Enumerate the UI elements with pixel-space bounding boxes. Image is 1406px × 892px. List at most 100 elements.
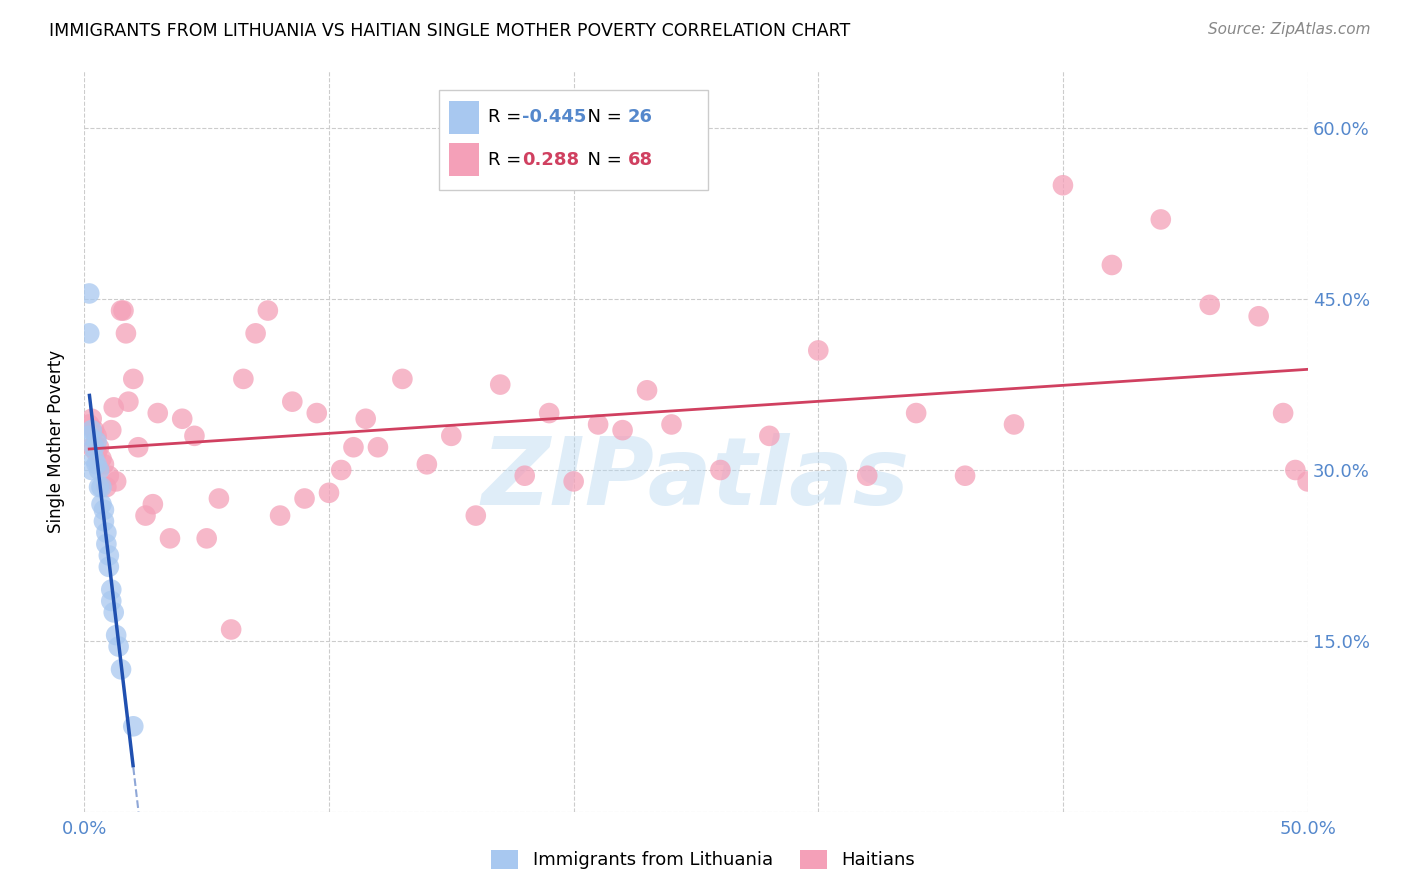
Text: 68: 68 [627,152,652,169]
Point [1101,258,1123,272]
Point [1052,178,1074,193]
Point [105,475,128,489]
Point [232,372,254,386]
Point [103,606,125,620]
Point [83,451,105,466]
Point [93,458,115,472]
Point [513,468,536,483]
Point [1002,417,1025,432]
Point [103,401,125,415]
Point [538,406,561,420]
Text: R =: R = [488,152,527,169]
Point [391,372,413,386]
Point [127,440,149,454]
Point [80,440,103,454]
Text: R =: R = [488,108,527,127]
FancyBboxPatch shape [449,144,479,177]
Point [97,559,120,574]
Point [97,468,120,483]
Point [661,417,683,432]
Point [636,384,658,398]
Point [1198,298,1220,312]
Text: 0.288: 0.288 [522,152,579,169]
Legend: Immigrants from Lithuania, Haitians: Immigrants from Lithuania, Haitians [482,841,924,879]
Point [1247,310,1270,324]
Point [100,594,122,608]
Point [86,458,108,472]
Point [905,406,928,420]
Point [440,429,463,443]
Point [107,640,129,654]
Point [294,491,316,506]
Point [953,468,976,483]
Point [80,411,103,425]
Point [354,411,377,425]
Point [245,326,267,341]
Text: 26: 26 [627,108,652,127]
Point [90,480,112,494]
Point [86,434,108,449]
Point [83,423,105,437]
Point [83,440,105,454]
Text: N =: N = [576,152,627,169]
Point [416,458,439,472]
Point [90,451,112,466]
FancyBboxPatch shape [449,101,479,135]
Point [269,508,291,523]
Point [709,463,731,477]
Point [77,417,100,432]
Point [77,286,100,301]
Point [464,508,486,523]
Point [110,662,132,676]
Point [257,303,280,318]
Point [856,468,879,483]
Point [86,429,108,443]
Point [96,525,118,540]
Point [77,429,100,443]
Point [100,582,122,597]
Point [342,440,364,454]
Point [489,377,512,392]
Point [110,303,132,318]
Point [146,406,169,420]
Point [100,423,122,437]
Point [93,503,115,517]
Point [159,532,181,546]
Point [96,537,118,551]
Point [807,343,830,358]
Point [80,463,103,477]
Point [93,514,115,528]
Text: IMMIGRANTS FROM LITHUANIA VS HAITIAN SINGLE MOTHER POVERTY CORRELATION CHART: IMMIGRANTS FROM LITHUANIA VS HAITIAN SIN… [49,22,851,40]
Text: Source: ZipAtlas.com: Source: ZipAtlas.com [1208,22,1371,37]
Point [96,480,118,494]
Point [195,532,218,546]
Point [208,491,231,506]
Point [1284,463,1306,477]
Point [612,423,634,437]
Point [87,463,110,477]
Point [115,326,138,341]
Point [87,440,110,454]
Point [80,423,103,437]
Point [318,485,340,500]
Point [117,394,139,409]
Point [1272,406,1295,420]
Point [367,440,389,454]
Point [758,429,780,443]
Point [122,719,145,733]
Point [122,372,145,386]
Point [562,475,585,489]
Point [135,508,157,523]
Point [87,480,110,494]
Text: N =: N = [576,108,627,127]
Text: -0.445: -0.445 [522,108,586,127]
Point [142,497,165,511]
FancyBboxPatch shape [439,90,709,190]
Point [97,549,120,563]
Point [586,417,609,432]
Point [105,628,128,642]
Point [281,394,304,409]
Point [219,623,242,637]
Point [112,303,135,318]
Point [86,446,108,460]
